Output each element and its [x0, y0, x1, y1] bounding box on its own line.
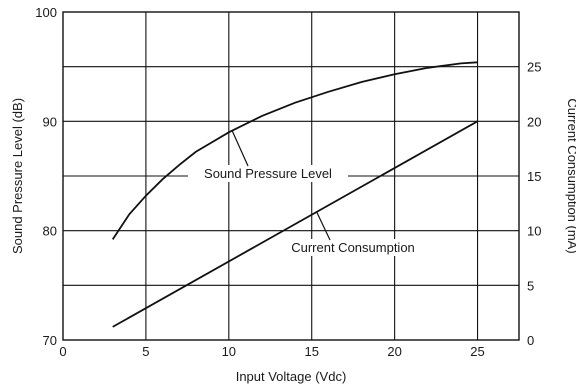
- annotation-bg: [273, 239, 433, 256]
- y2-axis-label: Current Consumption (mA): [565, 98, 576, 253]
- sound-pressure-level-annotation: Sound Pressure Level: [204, 166, 332, 181]
- y-tick-label: 100: [35, 5, 57, 20]
- y-tick-label: 90: [43, 114, 57, 129]
- annotation-bg: [188, 165, 348, 182]
- y2-tick-label: 15: [527, 169, 541, 184]
- x-tick-label: 5: [142, 344, 149, 359]
- y-tick-label: 70: [43, 333, 57, 348]
- y2-tick-label: 20: [527, 114, 541, 129]
- plot-frame: [62, 11, 520, 341]
- current-consumption-leader: [316, 211, 331, 241]
- y2-tick-label: 5: [527, 278, 534, 293]
- sound-pressure-level-line: [111, 61, 478, 240]
- current-consumption-line: [112, 120, 478, 328]
- x-tick-label: 25: [470, 344, 484, 359]
- annotation-layer: Sound Pressure Level Current Consumption: [188, 130, 433, 256]
- y-axis-label: Sound Pressure Level (dB): [10, 98, 25, 254]
- x-tick-labels: 0 5 10 15 20 25: [59, 344, 484, 359]
- y2-tick-label: 0: [527, 333, 534, 348]
- x-tick-label: 15: [304, 344, 318, 359]
- sound-pressure-level-leader: [231, 130, 249, 167]
- y-tick-label: 80: [43, 224, 57, 239]
- y2-tick-label: 10: [527, 224, 541, 239]
- series-layer: [111, 61, 478, 328]
- y2-tick-label: 25: [527, 60, 541, 75]
- y2-tick-labels: 0 5 10 15 20 25: [527, 60, 541, 348]
- y-tick-labels: 70 80 90 100: [35, 5, 57, 348]
- x-tick-label: 10: [222, 344, 236, 359]
- current-consumption-annotation: Current Consumption: [291, 240, 415, 255]
- x-tick-label: 0: [59, 344, 66, 359]
- x-tick-label: 20: [387, 344, 401, 359]
- x-axis-label: Input Voltage (Vdc): [236, 369, 347, 384]
